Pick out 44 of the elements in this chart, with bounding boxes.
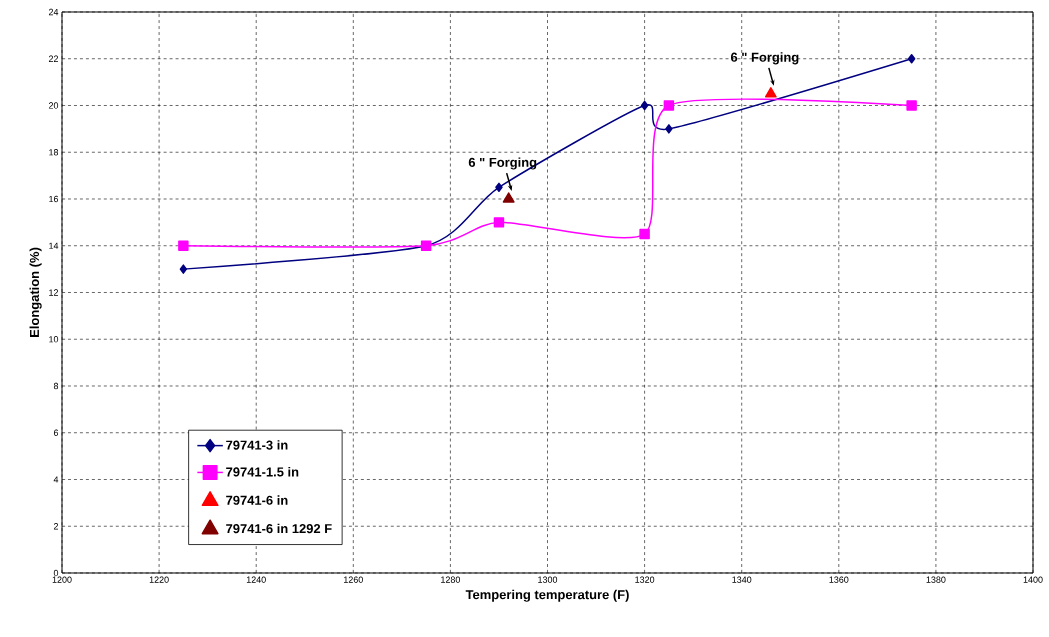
point (640, 100, 649, 111)
x-tick-label: 1320 (635, 576, 655, 583)
y-tick-label: 8 (53, 382, 59, 390)
x-tick-label: 1260 (344, 576, 363, 583)
point (502, 192, 515, 203)
point (179, 264, 188, 274)
y-tick-label: 14 (49, 242, 59, 249)
x-tick-label: 1360 (829, 576, 849, 583)
x-tick-label: 1240 (246, 576, 266, 583)
legend-label: 79741-6 in (226, 495, 288, 505)
point (493, 217, 505, 228)
y-tick-label: 10 (49, 336, 59, 343)
x-tick-label: 1340 (732, 576, 752, 583)
point (665, 124, 673, 134)
y-tick-label: 4 (53, 476, 59, 483)
annotation: 6 " Forging (730, 52, 799, 65)
y-tick-label: 16 (49, 195, 59, 203)
legend-label: 79741-3 in (226, 440, 288, 450)
x-tick-label: 1300 (538, 576, 558, 583)
x-tick-label: 1200 (52, 576, 72, 583)
y-tick-label: 18 (49, 149, 59, 156)
point (764, 87, 777, 98)
point (906, 100, 917, 111)
x-tick-label: 1220 (149, 576, 169, 583)
y-tick-label: 12 (49, 289, 59, 296)
x-tick-label: 1380 (926, 576, 946, 583)
y-tick-label: 0 (53, 569, 59, 577)
annotation: 6 " Forging (468, 157, 537, 170)
y-tick-label: 24 (48, 8, 59, 16)
y-tick-label: 2 (53, 523, 59, 530)
y-tick-label: 6 (53, 429, 59, 436)
y-tick-label: 22 (48, 55, 59, 62)
point (907, 54, 916, 64)
x-axis-title: Tempering temperature (F) (465, 589, 629, 602)
y-tick-label: 20 (48, 102, 59, 109)
y-axis-title: Elongation (%) (29, 247, 42, 337)
point (663, 100, 675, 111)
x-tick-label: 1400 (1023, 576, 1043, 583)
x-tick-label: 1280 (441, 576, 461, 583)
point (495, 182, 503, 193)
legend-label: 79741-6 in 1292 F (226, 523, 332, 534)
legend-label: 79741-1.5 in (226, 467, 299, 477)
point (639, 228, 650, 240)
point (178, 240, 189, 251)
